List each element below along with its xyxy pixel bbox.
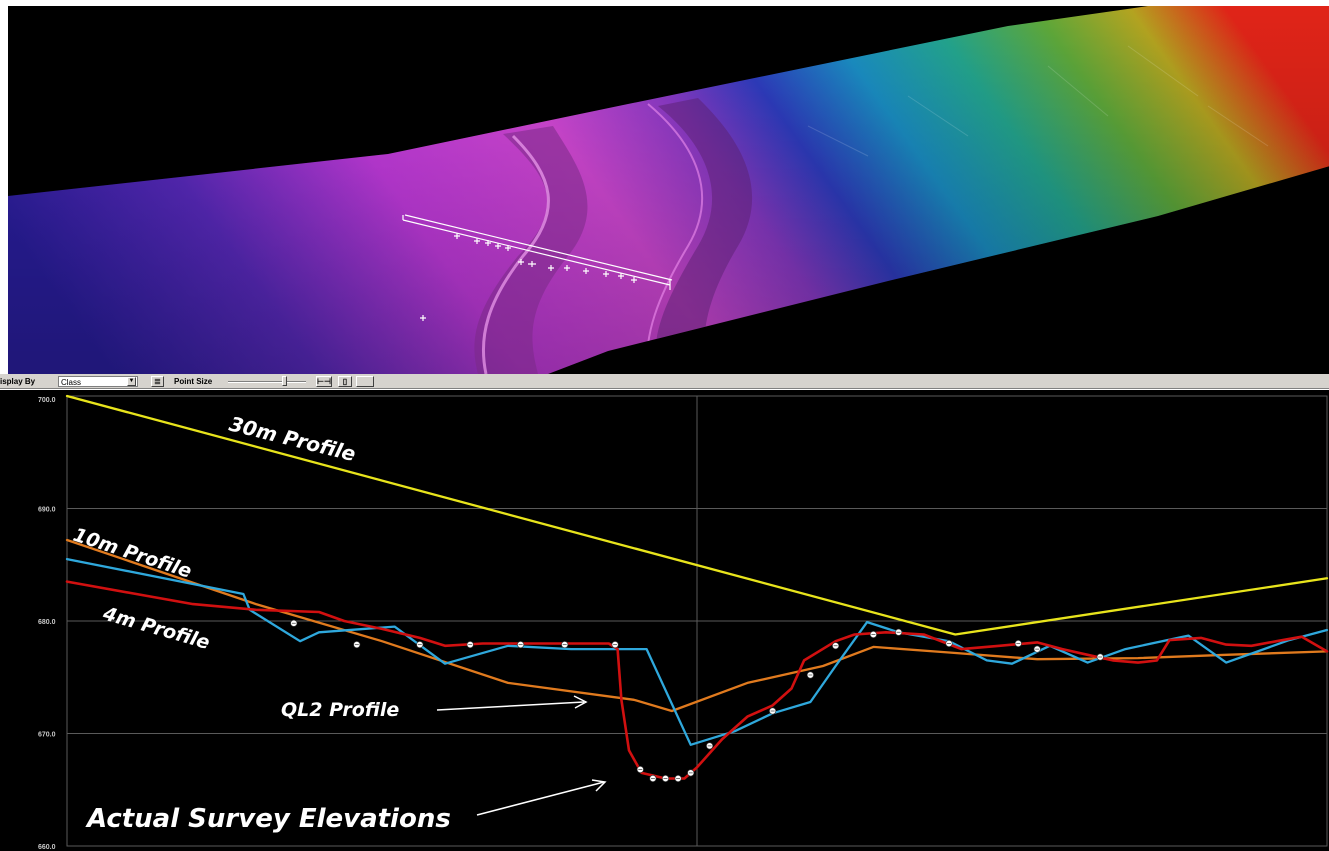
survey-point xyxy=(611,641,619,649)
annotation-30m: 30m Profile xyxy=(227,412,358,467)
survey-point xyxy=(517,641,525,649)
point-size-slider-track[interactable] xyxy=(228,381,306,383)
y-axis-ticks: 700.0 690.0 680.0 670.0 660.0 xyxy=(38,397,56,851)
annotations: 30m Profile 10m Profile 4m Profile QL2 P… xyxy=(70,412,607,834)
survey-point xyxy=(636,765,644,773)
arrow-survey xyxy=(476,779,607,816)
survey-markers xyxy=(420,233,637,321)
y-tick-label: 700.0 xyxy=(38,397,56,404)
survey-point xyxy=(466,641,474,649)
survey-point xyxy=(1033,645,1041,653)
elevation-profile-chart: 700.0 690.0 680.0 670.0 660.0 30m Profile 10… xyxy=(0,390,1329,851)
annotation-survey: Actual Survey Elevations xyxy=(85,804,451,834)
list-icon[interactable]: ≣ xyxy=(151,376,164,387)
y-tick-label: 670.0 xyxy=(38,732,56,739)
survey-point xyxy=(674,774,682,782)
survey-points xyxy=(290,619,1104,782)
profile-lines xyxy=(65,394,1329,780)
survey-point xyxy=(353,641,361,649)
copy-icon[interactable]: ▯ xyxy=(338,376,352,387)
survey-point xyxy=(1014,640,1022,648)
point-size-label: Point Size xyxy=(174,377,213,386)
display-by-select[interactable]: Class ▼ xyxy=(58,376,138,387)
chart-grid xyxy=(66,395,1328,847)
annotation-10m: 10m Profile xyxy=(70,524,194,583)
transect-line xyxy=(402,214,673,290)
survey-point xyxy=(769,707,777,715)
dropdown-arrow-icon: ▼ xyxy=(127,377,136,386)
lidar-dem-map-view[interactable] xyxy=(8,6,1329,374)
y-tick-label: 660.0 xyxy=(38,844,56,851)
y-tick-label: 690.0 xyxy=(38,507,56,514)
survey-point xyxy=(290,619,298,627)
elevation-raster xyxy=(8,6,1329,374)
survey-point xyxy=(869,631,877,639)
survey-point xyxy=(687,769,695,777)
profile-toolbar: isplay By Class ▼ ≣ Point Size ⊢⊣ ▯ xyxy=(0,374,1329,389)
survey-point xyxy=(895,628,903,636)
survey-point xyxy=(661,774,669,782)
survey-point xyxy=(649,774,657,782)
display-by-label: isplay By xyxy=(0,377,36,386)
series-line-4m-profile xyxy=(65,557,1329,746)
profile-chart-svg: 700.0 690.0 680.0 670.0 660.0 30m Profile 10… xyxy=(38,394,1329,851)
arrow-ql2 xyxy=(436,695,588,711)
survey-point xyxy=(806,671,814,679)
survey-point xyxy=(706,742,714,750)
series-line-ql2-profile xyxy=(65,580,1329,780)
annotation-4m: 4m Profile xyxy=(100,602,213,654)
display-by-value: Class xyxy=(61,378,82,387)
survey-point xyxy=(945,640,953,648)
fit-width-icon[interactable]: ⊢⊣ xyxy=(316,376,332,387)
survey-point xyxy=(416,641,424,649)
survey-point xyxy=(1096,653,1104,661)
annotation-ql2: QL2 Profile xyxy=(281,699,399,721)
survey-point xyxy=(832,642,840,650)
blank-button[interactable] xyxy=(356,376,374,387)
series-line-10m-profile xyxy=(65,538,1329,713)
survey-point xyxy=(561,641,569,649)
series-line-30m-profile xyxy=(65,394,1329,636)
point-size-slider-thumb[interactable] xyxy=(282,376,287,386)
y-tick-label: 680.0 xyxy=(38,619,56,626)
